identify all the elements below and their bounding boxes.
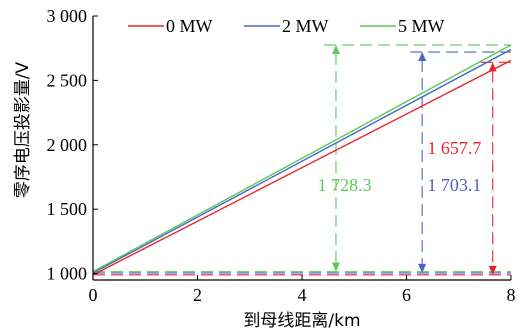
- x-tick-label: 8: [507, 285, 516, 305]
- series-line-5-mw: [92, 44, 512, 273]
- x-axis-title: 到母线距离/km: [243, 311, 360, 331]
- legend-label: 5 MW: [398, 16, 445, 36]
- x-tick-label: 2: [193, 285, 202, 305]
- y-axis-title: 零序电压投影量/V: [13, 61, 33, 198]
- tick-layer: 0 2 4 6 8 1 000 1 500 2 000 2 500 3 000: [47, 6, 516, 305]
- series-line-0-mw: [92, 59, 512, 276]
- arrow-down-2-mw: [418, 263, 427, 273]
- arrow-down-5-mw: [331, 262, 340, 272]
- y-tick-label: 2 500: [47, 70, 88, 90]
- series-layer: [92, 44, 512, 276]
- legend: 0 MW 2 MW 5 MW: [128, 16, 445, 36]
- difference-label-5-mw: 1 728.3: [318, 175, 372, 195]
- arrow-down-0-mw: [488, 265, 497, 275]
- difference-label-0-mw: 1 657.7: [427, 138, 481, 158]
- y-tick-label: 1 000: [47, 264, 88, 284]
- difference-label-2-mw: 1 703.1: [427, 175, 481, 195]
- y-tick-label: 3 000: [47, 6, 88, 26]
- y-tick-label: 2 000: [47, 135, 88, 155]
- y-tick-label: 1 500: [47, 199, 88, 219]
- legend-label: 2 MW: [282, 16, 329, 36]
- arrow-up-5-mw: [331, 44, 340, 54]
- arrow-up-2-mw: [418, 52, 427, 62]
- legend-label: 0 MW: [166, 16, 213, 36]
- x-tick-label: 6: [402, 285, 411, 305]
- x-tick-label: 0: [89, 285, 98, 305]
- x-tick-label: 4: [298, 285, 307, 305]
- series-line-2-mw: [92, 48, 512, 274]
